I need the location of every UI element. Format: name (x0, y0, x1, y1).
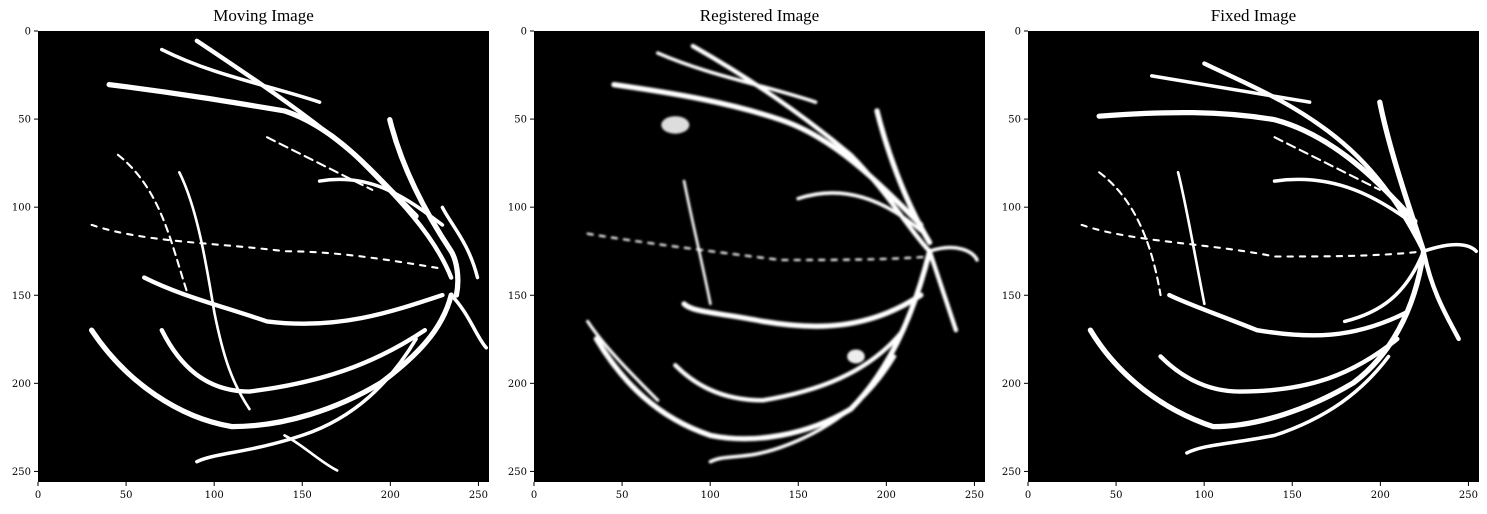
y-tick-label: 150 (1002, 291, 1021, 302)
y-tick-label: 200 (508, 379, 527, 390)
x-tick-label: 150 (1283, 490, 1302, 501)
y-tick-label: 100 (1002, 203, 1021, 214)
x-tick-label: 200 (381, 490, 400, 501)
x-tick-label: 0 (35, 490, 41, 501)
x-tick-label: 50 (120, 490, 133, 501)
x-tick-label: 100 (1195, 490, 1214, 501)
x-tick-label: 250 (469, 490, 488, 501)
x-tick-label: 100 (205, 490, 224, 501)
x-tick-label: 150 (789, 490, 808, 501)
x-tick-label: 250 (1459, 490, 1478, 501)
axes-moving: 0 50 100 150 200 250 0 50 100 150 200 250 (12, 27, 488, 502)
axes-fixed: 0 50 100 150 200 250 0 50 100 150 200 250 (1002, 27, 1478, 502)
y-tick-label: 150 (12, 291, 31, 302)
panel-moving: Moving Image 0 50 100 150 20 (8, 0, 489, 514)
panel-title: Registered Image (699, 6, 820, 25)
x-tick-label: 250 (965, 490, 984, 501)
y-tick-label: 150 (508, 291, 527, 302)
y-tick-label: 0 (25, 27, 31, 38)
panel-title: Fixed Image (1210, 6, 1297, 25)
vessel-image-registered (586, 43, 979, 464)
x-tick-label: 150 (293, 490, 312, 501)
axes-registered: 0 50 100 150 200 250 0 50 100 150 200 250 (508, 27, 984, 502)
x-tick-label: 50 (1110, 490, 1123, 501)
registered-image (534, 31, 985, 482)
y-tick-label: 50 (18, 115, 31, 126)
vessel-image-moving (88, 38, 488, 472)
panel-registered: Registered Image (504, 0, 985, 514)
x-tick-label: 0 (531, 490, 537, 501)
y-tick-label: 100 (508, 203, 527, 214)
y-tick-label: 50 (1008, 115, 1021, 126)
vessel-image-fixed (1080, 61, 1478, 455)
panel-title: Moving Image (213, 6, 314, 25)
y-tick-label: 250 (1002, 467, 1021, 478)
y-tick-label: 100 (12, 203, 31, 214)
y-tick-label: 250 (508, 467, 527, 478)
x-tick-label: 100 (701, 490, 720, 501)
moving-image (38, 31, 489, 482)
y-tick-label: 200 (1002, 379, 1021, 390)
y-tick-label: 0 (1015, 27, 1021, 38)
x-tick-label: 0 (1025, 490, 1031, 501)
panel-fixed: Fixed Image 0 50 100 150 200 (999, 0, 1479, 514)
x-tick-label: 200 (1371, 490, 1390, 501)
fixed-image (1028, 31, 1479, 482)
y-tick-label: 200 (12, 379, 31, 390)
y-tick-label: 50 (514, 115, 527, 126)
x-tick-label: 200 (877, 490, 896, 501)
y-tick-label: 0 (521, 27, 527, 38)
y-tick-label: 250 (12, 467, 31, 478)
x-tick-label: 50 (616, 490, 629, 501)
